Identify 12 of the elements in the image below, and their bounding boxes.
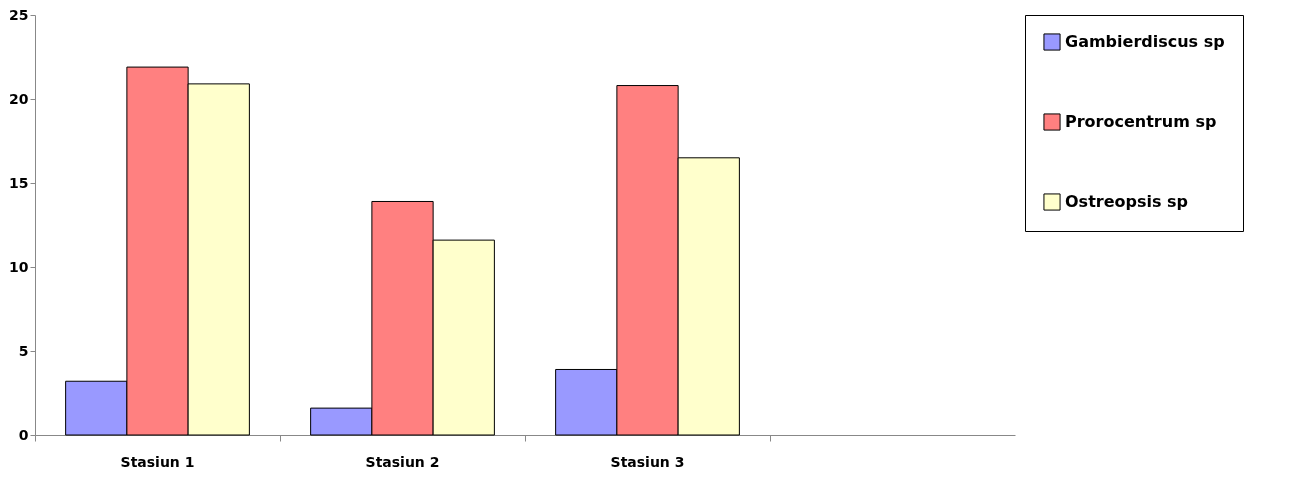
x-tick-label: Stasiun 3 — [610, 453, 685, 470]
y-tick-label: 10 — [9, 258, 29, 275]
y-tick-label: 5 — [18, 342, 29, 359]
x-tick-label: Stasiun 2 — [365, 453, 440, 470]
y-tick-label: 0 — [18, 426, 29, 443]
y-tick-label: 20 — [9, 90, 29, 107]
legend-label: Prorocentrum sp — [1065, 112, 1217, 131]
x-tick-label: Stasiun 1 — [120, 453, 195, 470]
legend-label: Ostreopsis sp — [1065, 192, 1189, 211]
legend-label: Gambierdiscus sp — [1065, 32, 1225, 51]
y-tick-label: 15 — [9, 174, 29, 191]
y-tick-label: 25 — [9, 6, 29, 23]
